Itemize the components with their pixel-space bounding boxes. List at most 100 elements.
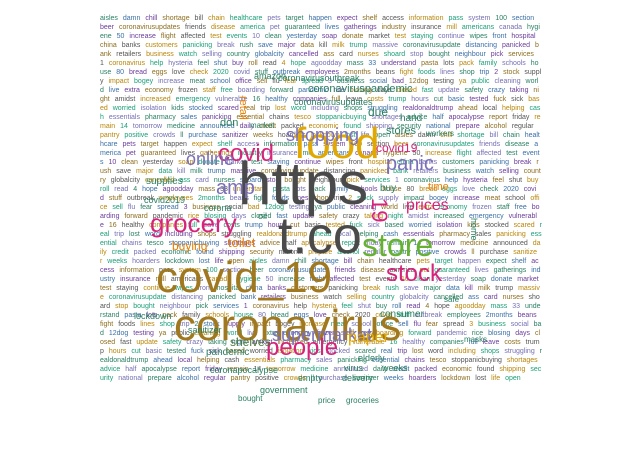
filler-word: sanitizer (100, 249, 537, 265)
filler-word: selling (201, 51, 222, 58)
filler-word: major (277, 42, 296, 49)
filler-word: trip (479, 69, 490, 76)
filler-word: trip (114, 231, 125, 238)
word-don: don (220, 117, 239, 129)
filler-word: based (225, 348, 245, 355)
filler-word: beer (394, 141, 409, 148)
filler-word: donate (198, 159, 220, 166)
filler-word: buy (232, 60, 244, 67)
filler-word: bad (392, 78, 404, 85)
filler-word: emergency (175, 96, 211, 103)
filler-word: cash (383, 231, 399, 238)
filler-word: crowds (283, 375, 306, 382)
filler-word: 10 (108, 159, 117, 166)
filler-word: watch (323, 294, 342, 301)
filler-word: trump (207, 168, 226, 175)
filler-word: china (245, 285, 263, 292)
filler-word: access (382, 15, 404, 22)
filler-word: meat (484, 195, 501, 202)
filler-word: struggling (504, 348, 535, 355)
filler-word: canada (355, 150, 379, 157)
filler-word: word (144, 231, 161, 238)
filler-word: bank (240, 294, 257, 301)
filler-word: pharmacy (280, 357, 312, 364)
filler-word: coronavirusupdates (118, 24, 181, 31)
filler-word: pantry (230, 375, 251, 382)
filler-word: lockdown (164, 258, 194, 265)
filler-word: boarding (376, 330, 404, 337)
filler-word: data (446, 285, 460, 292)
filler-word: hoarders (132, 258, 160, 265)
filler-word: hygiene (383, 150, 408, 157)
filler-word: americans (170, 276, 204, 283)
filler-word: shipping (499, 366, 526, 373)
filler-word: china (100, 42, 117, 49)
filler-word: ass (323, 51, 335, 58)
filler-word: leave (345, 96, 363, 103)
filler-word: pet (419, 267, 430, 274)
filler-word: banks (418, 159, 438, 166)
filler-word: scared (354, 348, 376, 355)
filler-word: safety (162, 339, 182, 346)
filler-word: struggling (221, 231, 252, 238)
filler-word: shortage (457, 132, 485, 139)
filler-word: lost (475, 375, 487, 382)
filler-word: ya (158, 330, 167, 337)
filler-word: advice (100, 366, 121, 373)
word-lockdown: lockdown (134, 311, 172, 321)
filler-word: fear (425, 321, 438, 328)
filler-word: wipes (325, 159, 344, 166)
filler-word: front (197, 285, 212, 292)
filler-word: market (224, 159, 247, 166)
filler-word: globalcity (110, 177, 140, 184)
word-people: people (266, 334, 339, 361)
filler-word: rush (100, 159, 539, 175)
filler-word: shortage (162, 15, 190, 22)
filler-word: kids (308, 348, 321, 355)
word-panic: panic (386, 153, 434, 175)
filler-word: credit (111, 249, 129, 256)
filler-word: sell (398, 321, 409, 328)
filler-word: amidst (251, 339, 273, 346)
word-supermarket: supermarket (272, 325, 373, 345)
filler-word: kill (177, 168, 186, 175)
filler-word: announced (200, 123, 235, 130)
filler-word: trip (333, 195, 344, 202)
filler-word: staying (116, 285, 139, 292)
filler-word: night (100, 87, 539, 103)
filler-word: prepare (308, 249, 333, 256)
filler-word: pack (459, 60, 474, 67)
filler-word: sanitizer (352, 375, 379, 382)
filler-word: forward (408, 330, 432, 337)
filler-word: spread (442, 321, 465, 328)
filler-word: family (330, 186, 349, 193)
filler-word: gatherings (493, 267, 527, 274)
filler-word: hope (290, 60, 307, 67)
filler-word: hope (142, 186, 158, 193)
filler-word: shipping (218, 249, 245, 256)
word-retail: retail (237, 96, 249, 120)
filler-word: taking (208, 339, 227, 346)
filler-word: pass (303, 141, 319, 148)
filler-word: shelf (362, 15, 378, 22)
filler-word: neighbour (310, 177, 342, 184)
filler-word: save (403, 285, 419, 292)
filler-word: 80 (258, 312, 266, 319)
filler-word: worried (408, 222, 432, 229)
filler-word: america (240, 24, 265, 31)
filler-word: yesterday (142, 159, 174, 166)
filler-word: spread (301, 78, 323, 85)
filler-word: school (210, 78, 231, 85)
filler-word: tested (325, 222, 345, 229)
word-amp: amp (216, 177, 255, 199)
filler-word: 2 (348, 195, 353, 202)
filler-word: 12dog (264, 204, 284, 211)
filler-word: coronavirusupdate (261, 168, 319, 175)
filler-word: agoodday (311, 60, 342, 67)
filler-word: system (468, 15, 491, 22)
filler-word: economy (283, 330, 312, 337)
filler-word: bad (247, 204, 260, 211)
filler-word: covid (233, 69, 250, 76)
filler-word: nurses (213, 177, 235, 184)
filler-word: regular (511, 123, 534, 130)
